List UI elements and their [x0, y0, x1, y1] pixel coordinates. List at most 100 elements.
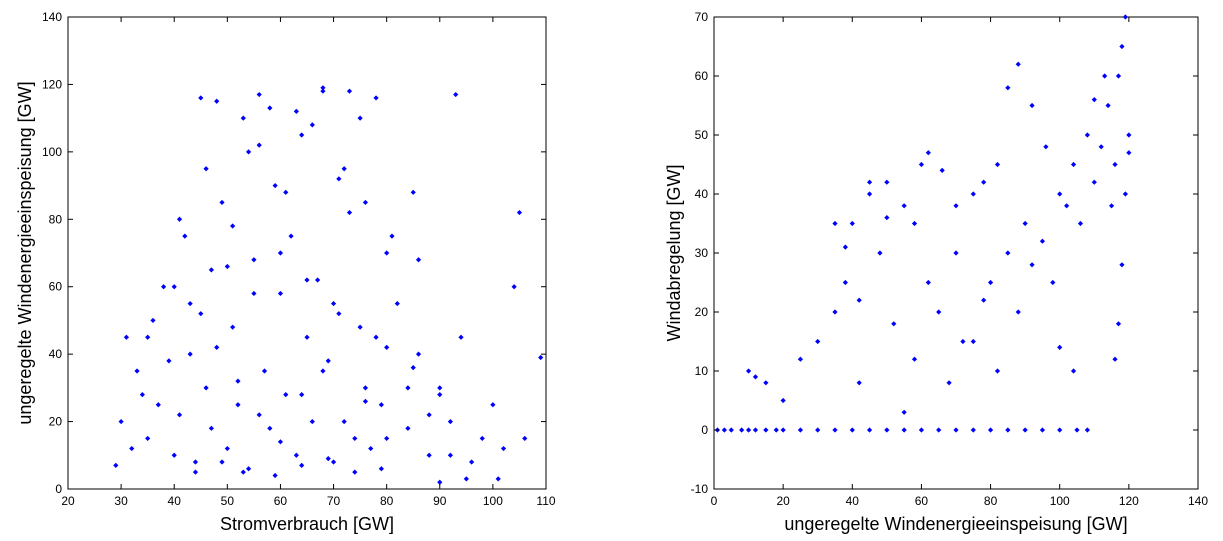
data-point: [1105, 102, 1111, 109]
data-point: [139, 392, 145, 398]
data-point: [970, 191, 976, 197]
data-point: [145, 334, 151, 340]
data-point: [251, 257, 257, 263]
data-point: [1043, 144, 1049, 150]
data-point: [245, 149, 252, 155]
data-point: [970, 338, 976, 345]
data-point: [939, 167, 945, 173]
data-point: [214, 98, 220, 104]
data-point: [283, 392, 289, 398]
data-point: [182, 233, 188, 239]
data-point: [1119, 262, 1125, 268]
data-point: [1074, 427, 1080, 433]
x-ticks-left: 20 30 40 50 60 70 80 90 100 110: [61, 17, 556, 508]
data-point: [267, 105, 273, 111]
data-point: [1057, 191, 1063, 197]
data-point: [745, 368, 752, 374]
data-point: [936, 427, 942, 433]
data-point: [1098, 144, 1104, 150]
data-point: [320, 368, 326, 374]
data-point: [325, 358, 331, 364]
data-point: [362, 385, 369, 391]
data-point: [299, 392, 305, 398]
x-tick-label: 20: [776, 494, 790, 508]
data-point: [373, 95, 379, 101]
data-point: [405, 385, 411, 391]
data-point: [256, 142, 262, 148]
data-point: [208, 267, 214, 273]
data-point: [981, 179, 987, 185]
data-point: [155, 402, 161, 408]
data-point: [1057, 427, 1063, 433]
data-point: [763, 380, 769, 386]
data-point: [901, 427, 907, 433]
data-point: [866, 191, 873, 197]
y-tick-label: 20: [695, 305, 709, 319]
y-tick-label: 120: [42, 77, 62, 91]
data-point: [752, 427, 759, 433]
x-tick-label: 60: [274, 494, 288, 508]
data-point: [277, 250, 284, 256]
chart-stromverbrauch-vs-wind: 20 30 40 50 60 70 80 90 100 110 02040608010012014…: [15, 10, 556, 534]
data-point: [877, 250, 883, 256]
data-point: [224, 263, 230, 270]
data-point: [235, 402, 241, 408]
data-point: [405, 425, 411, 431]
data-point: [426, 452, 432, 458]
data-point: [362, 199, 369, 206]
data-point: [522, 435, 528, 442]
data-point: [856, 297, 862, 303]
data-point: [891, 321, 897, 327]
data-point: [773, 427, 779, 433]
data-point: [815, 427, 821, 433]
data-point: [1005, 427, 1011, 433]
data-point: [230, 223, 236, 229]
y-tick-label: 50: [695, 128, 709, 142]
y-tick-label: 140: [42, 10, 62, 24]
data-point: [272, 472, 278, 479]
data-point: [884, 179, 890, 185]
data-point: [330, 459, 337, 465]
data-point: [161, 284, 167, 290]
data-point: [208, 425, 214, 431]
data-point: [357, 324, 363, 330]
data-point: [780, 397, 786, 404]
data-point: [1112, 161, 1118, 168]
data-point: [203, 385, 209, 391]
data-point: [463, 476, 469, 482]
y-tick-label: 60: [695, 69, 709, 83]
data-point: [187, 351, 193, 357]
data-point: [1039, 238, 1046, 244]
data-point: [198, 95, 204, 101]
data-point: [918, 161, 925, 168]
data-point: [1029, 102, 1035, 109]
data-point: [1039, 427, 1046, 433]
data-point: [745, 427, 752, 433]
data-point: [925, 279, 931, 286]
data-point: [389, 233, 395, 239]
data-point: [866, 427, 873, 433]
data-point: [1084, 132, 1090, 138]
data-point: [277, 290, 284, 297]
data-point: [320, 88, 326, 94]
data-point: [752, 374, 759, 380]
y-ticks-right: -10 0 10 20 30 40 50 60 70: [691, 10, 1198, 496]
x-tick-label: 70: [327, 494, 341, 508]
data-point: [1091, 179, 1097, 185]
data-point: [884, 427, 890, 433]
data-point: [516, 209, 523, 216]
data-point: [415, 257, 422, 263]
data-point: [166, 358, 172, 364]
data-point: [1102, 73, 1108, 79]
data-point: [394, 300, 400, 307]
data-point: [203, 166, 209, 172]
data-point: [1005, 85, 1011, 91]
data-point: [797, 356, 804, 362]
data-point: [336, 311, 342, 317]
data-point: [987, 427, 994, 433]
data-point: [490, 402, 496, 408]
data-point: [739, 427, 745, 433]
data-point: [224, 445, 230, 452]
data-point: [299, 462, 305, 468]
data-point: [251, 290, 257, 297]
